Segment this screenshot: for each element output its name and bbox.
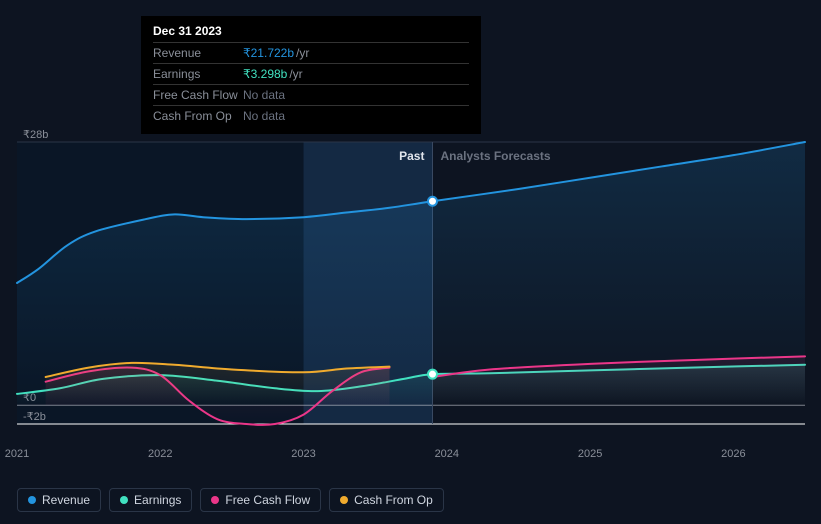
x-tick-label: 2024 <box>435 448 459 460</box>
tooltip-row: Free Cash FlowNo data <box>153 84 469 105</box>
tooltip-row-value: ₹21.722b <box>243 46 294 60</box>
legend-dot-icon <box>340 496 348 504</box>
tooltip-row: Cash From OpNo data <box>153 105 469 126</box>
hover-marker <box>428 197 437 206</box>
legend: Revenue Earnings Free Cash Flow Cash From O… <box>17 488 444 512</box>
y-tick-label: ₹28b <box>23 129 48 141</box>
tooltip-row-value: ₹3.298b <box>243 67 287 81</box>
legend-label: Cash From Op <box>354 493 433 507</box>
legend-dot-icon <box>120 496 128 504</box>
tooltip-row: Revenue₹21.722b/yr <box>153 42 469 63</box>
x-tick-label: 2021 <box>5 448 29 460</box>
legend-label: Free Cash Flow <box>225 493 310 507</box>
y-tick-label: -₹2b <box>23 411 46 423</box>
tooltip-row: Earnings₹3.298b/yr <box>153 63 469 84</box>
legend-label: Earnings <box>134 493 181 507</box>
tooltip-row-label: Earnings <box>153 67 243 81</box>
x-tick-label: 2025 <box>578 448 602 460</box>
tooltip-title: Dec 31 2023 <box>153 24 469 38</box>
x-tick-label: 2022 <box>148 448 172 460</box>
tooltip-row-label: Revenue <box>153 46 243 60</box>
x-tick-label: 2026 <box>721 448 745 460</box>
legend-label: Revenue <box>42 493 90 507</box>
forecast-label: Analysts Forecasts <box>440 149 550 163</box>
legend-item-earnings[interactable]: Earnings <box>109 488 192 512</box>
legend-dot-icon <box>28 496 36 504</box>
financials-chart: ₹28b₹0-₹2b202120222023202420252026PastAn… <box>0 0 821 524</box>
legend-item-revenue[interactable]: Revenue <box>17 488 101 512</box>
tooltip-row-unit: /yr <box>296 46 309 60</box>
x-tick-label: 2023 <box>291 448 315 460</box>
legend-dot-icon <box>211 496 219 504</box>
hover-marker <box>428 370 437 379</box>
legend-item-cfo[interactable]: Cash From Op <box>329 488 444 512</box>
tooltip-row-value: No data <box>243 109 285 123</box>
hover-tooltip: Dec 31 2023 Revenue₹21.722b/yrEarnings₹3… <box>141 16 481 134</box>
tooltip-row-label: Cash From Op <box>153 109 243 123</box>
tooltip-row-unit: /yr <box>289 67 302 81</box>
tooltip-row-value: No data <box>243 88 285 102</box>
legend-item-fcf[interactable]: Free Cash Flow <box>200 488 321 512</box>
past-label: Past <box>399 149 424 163</box>
tooltip-row-label: Free Cash Flow <box>153 88 243 102</box>
